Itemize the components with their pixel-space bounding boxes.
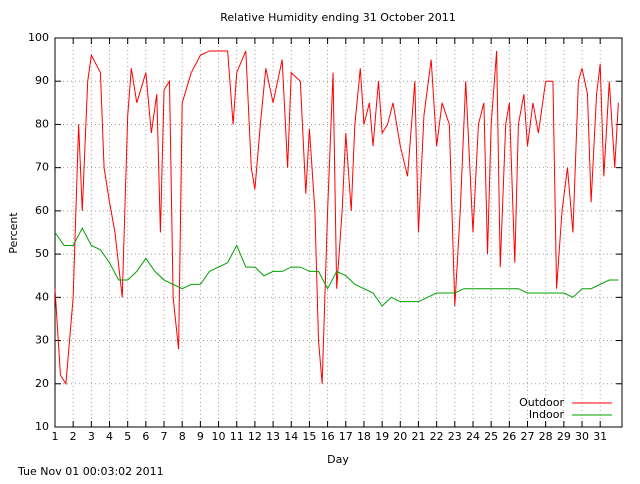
y-tick-label: 80 xyxy=(35,117,49,130)
y-tick-label: 10 xyxy=(35,420,49,433)
x-tick-label: 31 xyxy=(593,430,607,443)
chart-title: Relative Humidity ending 31 October 2011 xyxy=(220,11,455,24)
x-tick-label: 4 xyxy=(106,430,113,443)
x-tick-label: 6 xyxy=(142,430,149,443)
x-tick-label: 7 xyxy=(161,430,168,443)
y-tick-label: 20 xyxy=(35,377,49,390)
x-tick-label: 26 xyxy=(502,430,516,443)
legend-label: Indoor xyxy=(529,408,565,421)
y-tick-label: 60 xyxy=(35,204,49,217)
x-tick-label: 21 xyxy=(411,430,425,443)
x-tick-label: 24 xyxy=(466,430,480,443)
x-tick-label: 14 xyxy=(284,430,298,443)
x-tick-label: 23 xyxy=(448,430,462,443)
y-tick-label: 40 xyxy=(35,290,49,303)
x-tick-label: 20 xyxy=(393,430,407,443)
x-tick-label: 13 xyxy=(266,430,280,443)
x-tick-label: 16 xyxy=(321,430,335,443)
timestamp: Tue Nov 01 00:03:02 2011 xyxy=(17,465,164,478)
x-tick-label: 18 xyxy=(357,430,371,443)
x-tick-label: 5 xyxy=(124,430,131,443)
x-tick-label: 22 xyxy=(430,430,444,443)
x-tick-label: 8 xyxy=(179,430,186,443)
legend-label: Outdoor xyxy=(519,396,564,409)
x-axis-label: Day xyxy=(327,453,349,466)
x-tick-label: 27 xyxy=(521,430,535,443)
x-tick-label: 11 xyxy=(230,430,244,443)
x-tick-label: 2 xyxy=(70,430,77,443)
y-tick-label: 100 xyxy=(28,31,49,44)
data-line xyxy=(54,50,619,386)
y-tick-label: 30 xyxy=(35,334,49,347)
x-tick-label: 3 xyxy=(88,430,95,443)
data-line xyxy=(54,227,619,307)
y-tick-label: 70 xyxy=(35,161,49,174)
x-tick-label: 15 xyxy=(302,430,316,443)
x-tick-label: 25 xyxy=(484,430,498,443)
x-tick-label: 9 xyxy=(197,430,204,443)
x-tick-label: 29 xyxy=(557,430,571,443)
y-tick-label: 50 xyxy=(35,247,49,260)
x-tick-label: 30 xyxy=(575,430,589,443)
x-tick-label: 10 xyxy=(212,430,226,443)
x-tick-label: 1 xyxy=(52,430,59,443)
y-tick-label: 90 xyxy=(35,74,49,87)
y-axis-label: Percent xyxy=(7,212,20,254)
x-tick-label: 12 xyxy=(248,430,262,443)
x-tick-label: 19 xyxy=(375,430,389,443)
x-tick-label: 17 xyxy=(339,430,353,443)
x-tick-label: 28 xyxy=(539,430,553,443)
